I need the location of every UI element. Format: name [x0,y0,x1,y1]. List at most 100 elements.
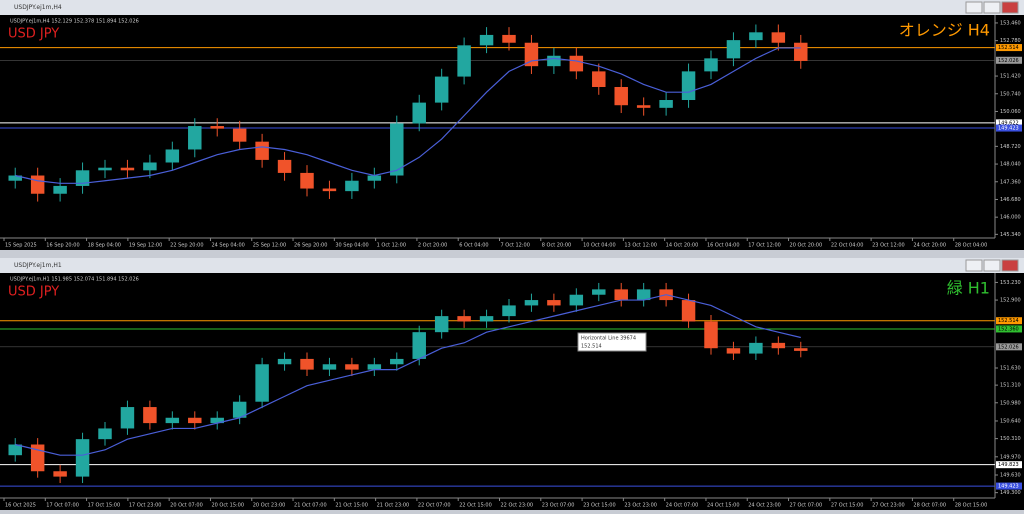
candle-body [547,55,561,67]
candle-body [614,86,628,106]
candle-body [165,149,180,163]
candle-body [636,289,651,301]
window-button[interactable] [1001,1,1019,14]
x-tick-label: 17 Oct 15:00 [88,503,121,509]
x-tick-label: 22 Oct 07:00 [418,503,451,509]
x-tick-label: 1 Oct 12:00 [377,243,406,249]
y-tick-label: 153.230 [1000,280,1021,286]
candle-body [771,342,786,349]
candle-body [479,34,494,46]
candle-body [749,342,763,354]
x-tick-label: 6 Oct 04:00 [459,243,488,249]
x-tick-label: 27 Oct 07:00 [790,503,823,509]
window-button[interactable] [983,259,1001,272]
chart-info: USDJPY.ej1m,H4 152.129 152.378 151.894 1… [10,19,139,25]
x-tick-label: 27 Oct 15:00 [831,503,864,509]
y-tick-label: 150.980 [1000,400,1021,406]
candle-body [794,348,808,351]
chart-area [0,15,1024,250]
x-tick-label: 28 Oct 15:00 [955,503,988,509]
x-tick-label: 20 Oct 23:00 [253,503,286,509]
candle-body [457,45,471,77]
title-bar [0,0,1024,15]
x-tick-label: 23 Oct 15:00 [583,503,616,509]
candle-body [592,289,606,295]
x-tick-label: 7 Oct 12:00 [501,243,530,249]
candle-body [322,188,337,192]
price-label: 152.026 [998,58,1019,64]
price-label: 152.514 [998,318,1019,324]
candle-body [636,105,651,108]
tooltip-title: Horizontal Line 39674 [581,336,636,342]
candle-body [165,417,180,424]
y-tick-label: 149.970 [1000,454,1021,460]
y-tick-label: 146.680 [1000,197,1021,203]
window-button[interactable] [965,259,983,272]
y-tick-label: 151.310 [1000,383,1021,389]
y-tick-label: 145.340 [1000,232,1021,238]
y-tick-label: 153.460 [1000,20,1021,26]
candle-body [143,162,157,171]
x-tick-label: 28 Oct 04:00 [955,243,988,249]
title-bar [0,258,1024,273]
x-tick-label: 17 Oct 23:00 [129,503,162,509]
candle-body [681,71,696,101]
candle-body [794,42,808,61]
candle-body [681,300,696,322]
window-button[interactable] [983,1,1001,14]
candle-body [255,364,269,402]
x-tick-label: 13 Oct 12:00 [624,243,657,249]
candle-body [569,294,584,306]
price-label-box [996,343,1022,351]
x-tick-label: 8 Oct 20:00 [542,243,571,249]
candle-body [232,401,247,418]
symbol-label: USD JPY [8,27,59,42]
candle-body [300,172,314,189]
price-label: 149.823 [998,462,1019,468]
x-tick-label: 20 Oct 07:00 [170,503,203,509]
candle-body [434,316,449,333]
candle-body [98,167,112,171]
x-tick-label: 27 Oct 23:00 [872,503,905,509]
window-button[interactable] [965,1,983,14]
x-tick-label: 2 Oct 20:00 [418,243,447,249]
y-tick-label: 152.900 [1000,298,1021,304]
candle-body [8,444,22,456]
annotation: オレンジ H4 [899,21,990,40]
price-label: 149.622 [998,120,1019,126]
x-tick-label: 23 Oct 07:00 [542,503,575,509]
window-title: USDJPY.ej1m,H4 [14,4,62,11]
candle-body [704,321,718,349]
x-tick-label: 30 Sep 04:00 [335,243,368,249]
y-tick-label: 148.040 [1000,162,1021,168]
candle-body [322,364,337,370]
candle-body [547,300,561,306]
x-tick-label: 24 Oct 23:00 [748,503,781,509]
tooltip-value: 152.514 [581,344,602,350]
x-tick-label: 18 Sep 04:00 [88,243,121,249]
candle-body [210,417,224,424]
x-tick-label: 21 Oct 07:00 [294,503,327,509]
candle-body [255,141,269,160]
y-tick-label: 147.360 [1000,179,1021,185]
candle-body [412,102,426,124]
window-button[interactable] [1001,259,1019,272]
x-tick-label: 15 Sep 2025 [5,243,37,249]
candle-body [434,76,449,103]
price-label: 152.360 [998,326,1019,332]
candle-body [479,316,494,322]
candle-body [704,58,718,72]
price-label-box [996,461,1022,469]
candle-body [188,126,202,150]
window-title: USDJPY.ej1m,H1 [14,262,62,269]
x-tick-label: 26 Sep 20:00 [294,243,327,249]
candle-body [120,167,135,171]
candle-body [8,175,22,181]
x-tick-label: 24 Oct 07:00 [666,503,699,509]
candle-body [412,332,426,359]
candle-body [277,358,292,365]
y-tick-label: 152.780 [1000,38,1021,44]
candle-body [659,100,673,108]
tooltip-box [577,332,647,352]
